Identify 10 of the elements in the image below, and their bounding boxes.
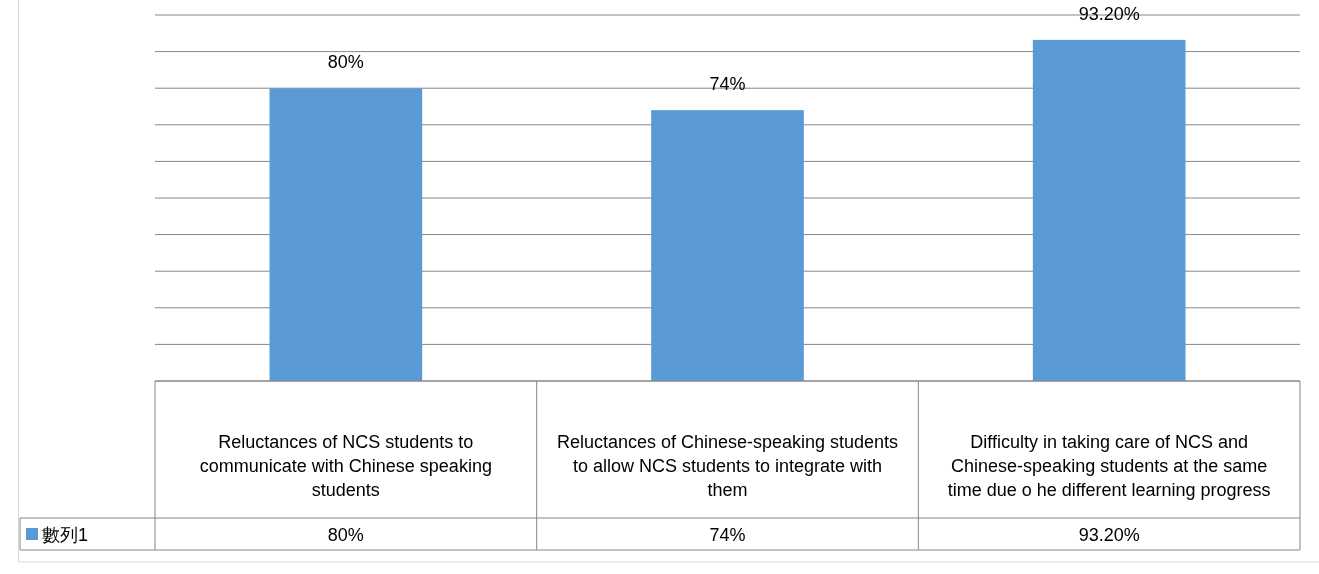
- category-label: Reluctances of Chinese-speaking students to allow NCS students to integrate with them: [556, 431, 899, 500]
- data-label: 80%: [327, 52, 364, 73]
- table-value: 80%: [327, 525, 364, 545]
- legend-label: 數列1: [42, 525, 88, 545]
- data-label: 74%: [709, 74, 746, 95]
- category-label: Reluctances of NCS students to communicate with Chinese speaking students: [199, 431, 492, 500]
- data-label: 93.20%: [1078, 3, 1140, 24]
- category-label: Difficulty in taking care of NCS and Chinese-speaking students at the same time due o he different learning progress: [947, 431, 1271, 500]
- table-value: 93.20%: [1078, 525, 1140, 545]
- table-value: 74%: [709, 525, 746, 545]
